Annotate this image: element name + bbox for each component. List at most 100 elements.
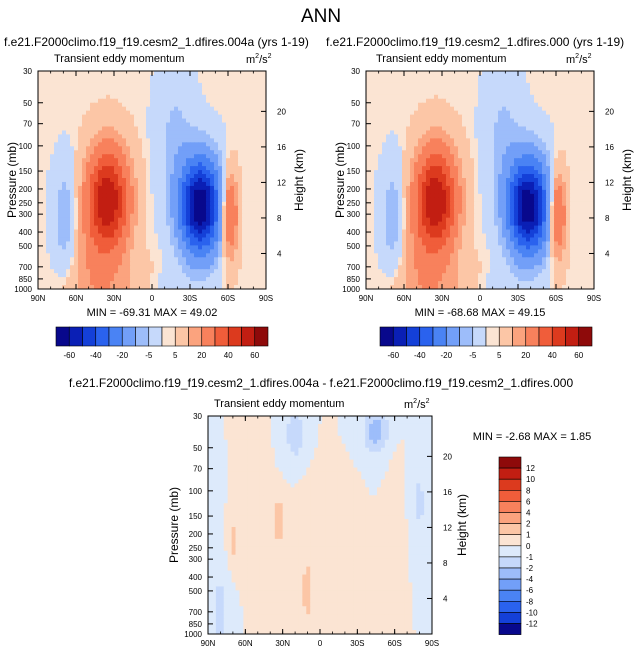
field-cell [442,170,447,175]
field-cell [106,201,111,207]
field-cell [158,102,163,108]
field-cell [242,281,247,286]
field-cell [550,118,555,124]
field-cell [450,162,455,167]
field-cell [542,178,547,183]
field-cell [234,158,239,163]
field-cell [114,90,119,96]
field-cell [174,98,179,104]
field-cell [186,233,191,239]
field-cell [510,94,515,100]
field-cell [214,118,219,124]
field-cell [182,201,187,207]
field-cell [538,134,543,139]
field-cell [186,269,191,274]
field-cell [262,189,266,195]
field-cell [406,78,411,84]
field-cell [118,174,123,179]
field-cell [542,110,547,116]
field-cell [138,201,143,207]
field-cell [254,249,259,254]
field-cell [206,277,211,282]
field-cell [62,205,67,211]
field-cell [210,98,215,104]
field-cell [390,134,395,139]
field-cell [58,221,63,227]
field-cell [38,245,43,250]
field-cell [502,138,507,143]
field-cell [178,225,183,231]
field-cell [66,134,71,139]
field-cell [582,114,587,120]
panel-1-units: m2/s2 [246,53,272,66]
field-cell [578,102,583,108]
field-cell [554,126,559,132]
field-cell [238,241,243,246]
field-cell [50,126,55,132]
field-cell [198,82,203,88]
field-cell [214,166,219,171]
field-cell [258,193,263,199]
field-cell [466,178,471,183]
field-cell [110,273,115,278]
field-cell [422,118,427,124]
field-cell [210,126,215,132]
field-cell [522,134,527,139]
field-cell [142,166,147,171]
field-cell [510,106,515,112]
field-cell [54,90,59,96]
field-cell [138,217,143,223]
field-cell [514,138,519,143]
field-cell [258,78,263,84]
height-tick-label: 12 [277,178,286,187]
field-cell [98,217,103,223]
field-cell [54,166,59,171]
field-cell [78,241,83,246]
field-cell [70,114,75,120]
field-cell [150,265,155,270]
field-cell [582,122,587,128]
field-cell [170,213,175,219]
field-cell [450,102,455,108]
panel-1-ylabel: Pressure (mb) [5,142,19,218]
field-cell [470,126,475,132]
field-cell [98,150,103,155]
field-cell [242,150,247,155]
field-cell [534,114,539,120]
field-cell [422,154,427,159]
field-cell [422,122,427,128]
field-cell [370,150,375,155]
field-cell [378,98,383,104]
field-cell [222,98,227,104]
field-cell [50,142,55,147]
field-cell [438,134,443,139]
field-cell [510,78,515,84]
field-cell [414,178,419,183]
field-cell [478,170,483,175]
field-cell [390,146,395,151]
field-cell [582,98,587,104]
field-cell [430,126,435,132]
field-cell [582,178,587,183]
field-cell [190,90,195,96]
field-cell [70,78,75,84]
field-cell [150,261,155,266]
field-cell [546,138,551,143]
field-cell [66,90,71,96]
field-cell [422,146,427,151]
field-cell [158,269,163,274]
field-cell [94,193,99,199]
field-cell [138,90,143,96]
field-cell [150,166,155,171]
field-cell [150,205,155,211]
field-cell [210,221,215,227]
field-cell [558,146,563,151]
field-cell [206,86,211,92]
field-cell [434,118,439,124]
field-cell [202,249,207,254]
field-cell [138,134,143,139]
field-cell [254,110,259,116]
field-cell [114,257,119,262]
field-cell [50,229,55,235]
